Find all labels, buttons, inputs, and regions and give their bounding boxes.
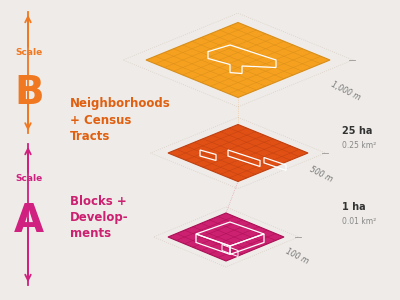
Text: 0.25 km²: 0.25 km² bbox=[342, 141, 376, 150]
Text: 1 ha: 1 ha bbox=[342, 202, 366, 212]
Text: Scale: Scale bbox=[15, 48, 42, 57]
Text: 1,000 m: 1,000 m bbox=[330, 80, 362, 103]
Text: 500 m: 500 m bbox=[308, 164, 334, 184]
Text: 25 ha: 25 ha bbox=[342, 125, 372, 136]
Text: Neighborhoods
+ Census
Tracts: Neighborhoods + Census Tracts bbox=[70, 98, 171, 142]
Text: 0.01 km²: 0.01 km² bbox=[342, 218, 376, 226]
Text: A: A bbox=[14, 202, 44, 239]
Text: B: B bbox=[14, 74, 44, 112]
Text: Scale: Scale bbox=[15, 174, 42, 183]
Text: Blocks +
Develop-
ments: Blocks + Develop- ments bbox=[70, 195, 129, 240]
Polygon shape bbox=[168, 213, 284, 261]
Text: 100 m: 100 m bbox=[284, 247, 310, 266]
Polygon shape bbox=[168, 124, 308, 182]
Polygon shape bbox=[146, 22, 330, 98]
